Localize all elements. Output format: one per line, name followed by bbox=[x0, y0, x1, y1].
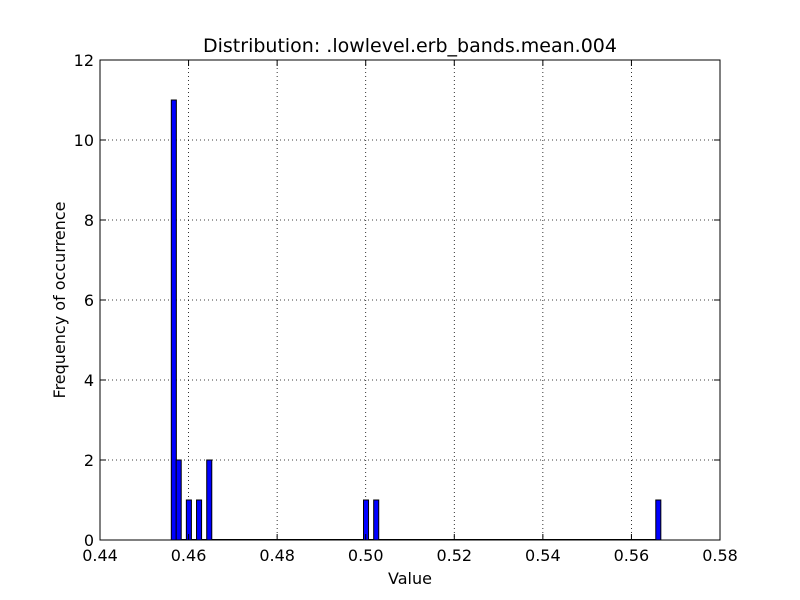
x-tick-label: 0.58 bbox=[702, 546, 738, 565]
x-tick-label: 0.52 bbox=[436, 546, 472, 565]
y-tick-label: 8 bbox=[84, 211, 94, 230]
y-tick-label: 2 bbox=[84, 451, 94, 470]
histogram-bar bbox=[373, 499, 380, 541]
y-axis-label: Frequency of occurrence bbox=[50, 202, 69, 399]
axis-ticks: 0.44 0.46 0.48 0.50 0.52 0.54 0.56 0.58 0 2 4 6 8 10 1… bbox=[74, 51, 738, 565]
chart-title: Distribution: .lowlevel.erb_bands.mean.0… bbox=[203, 35, 617, 57]
x-tick-label: 0.44 bbox=[82, 546, 118, 565]
histogram-bar bbox=[196, 499, 203, 541]
x-tick-label: 0.48 bbox=[259, 546, 295, 565]
x-tick-label: 0.56 bbox=[614, 546, 650, 565]
histogram-bar bbox=[170, 99, 177, 541]
histogram-bar bbox=[206, 459, 213, 541]
histogram-bar bbox=[655, 499, 662, 541]
x-axis-label: Value bbox=[388, 569, 432, 588]
histogram-bar bbox=[175, 459, 182, 541]
y-tick-label: 10 bbox=[74, 131, 94, 150]
grid-lines bbox=[100, 60, 720, 540]
x-tick-label: 0.46 bbox=[171, 546, 207, 565]
x-tick-label: 0.54 bbox=[525, 546, 561, 565]
y-tick-label: 12 bbox=[74, 51, 94, 70]
y-tick-label: 4 bbox=[84, 371, 94, 390]
x-tick-label: 0.50 bbox=[348, 546, 384, 565]
y-tick-label: 0 bbox=[84, 531, 94, 550]
y-tick-label: 6 bbox=[84, 291, 94, 310]
